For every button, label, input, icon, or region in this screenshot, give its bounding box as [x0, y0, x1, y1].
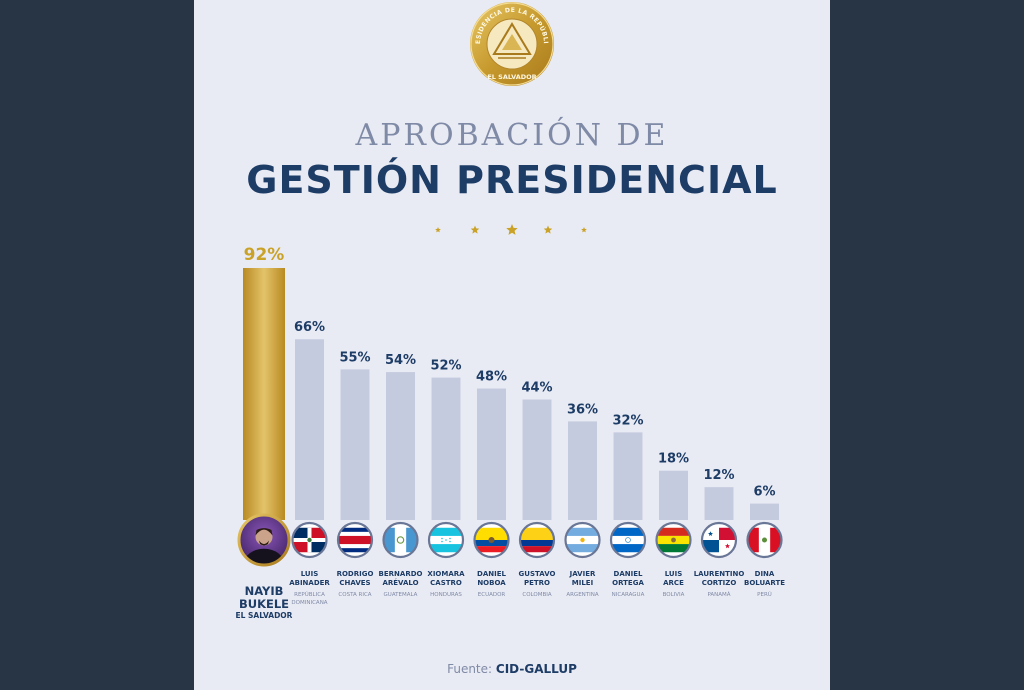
country-label: EL SALVADOR: [236, 611, 293, 620]
star-icon: [506, 224, 518, 235]
bar: [613, 432, 643, 520]
leader-name: LUIS: [301, 570, 319, 578]
country-label: ECUADOR: [478, 592, 506, 598]
country-label: NICARAGUA: [612, 592, 645, 598]
bar: [340, 369, 370, 520]
leader-name: JAVIER: [569, 570, 596, 578]
country-label: BOLIVIA: [663, 592, 685, 598]
value-label: 36%: [567, 402, 598, 417]
seal-bottom-text: EL SALVADOR: [487, 73, 536, 81]
leader-name: PETRO: [524, 579, 550, 587]
bar: [522, 399, 552, 520]
leader-name: RODRIGO: [337, 570, 374, 578]
star-icon: [543, 225, 553, 234]
star-icon: [470, 225, 480, 234]
star-icon: [435, 227, 441, 233]
leader-name: ARÉVALO: [382, 578, 418, 587]
leader-name: ABINADER: [289, 579, 330, 587]
bar: [659, 470, 688, 520]
leader-name: DANIEL: [614, 570, 643, 578]
leader-name: MILEI: [572, 579, 593, 587]
value-label: 66%: [294, 320, 325, 335]
leader-name: GUSTAVO: [519, 570, 556, 578]
decorative-stars: [435, 224, 587, 235]
value-label: 92%: [244, 245, 285, 265]
country-label: PANAMÁ: [707, 591, 730, 598]
value-label: 32%: [612, 413, 643, 428]
bar: [386, 372, 415, 520]
country-label: COLOMBIA: [522, 592, 552, 598]
leader-name: DANIEL: [477, 570, 506, 578]
country-label: REPÚBLICA: [294, 591, 325, 598]
bar: [568, 421, 597, 520]
value-label: 44%: [521, 380, 552, 395]
bar: [477, 388, 506, 520]
country-label: GUATEMALA: [384, 592, 418, 598]
source-label: Fuente:: [447, 662, 493, 676]
country-label: PERÚ: [757, 591, 772, 598]
value-label: 48%: [476, 370, 507, 385]
value-label: 12%: [703, 468, 734, 483]
leader-name: ARCE: [663, 579, 684, 587]
leader-name: BERNARDO: [379, 570, 423, 578]
avatar: [239, 515, 289, 565]
leader-name: CHAVES: [339, 579, 370, 587]
source-note: Fuente: CID-GALLUP: [194, 662, 830, 676]
value-label: 18%: [658, 452, 689, 467]
value-label: 6%: [753, 485, 775, 500]
bar: [431, 377, 461, 520]
country-label: HONDURAS: [430, 592, 462, 598]
leader-name: ORTEGA: [612, 579, 644, 587]
leader-name: LAURENTINO: [694, 570, 745, 578]
leader-name: CORTIZO: [702, 579, 737, 587]
leader-name: LUIS: [665, 570, 683, 578]
leader-name: NAYIB: [245, 584, 284, 598]
infographic-panel: PRESIDENCIA DE LA REPÚBLICA EL SALVADOR …: [194, 0, 830, 690]
value-label: 55%: [339, 350, 370, 365]
title-line2: GESTIÓN PRESIDENCIAL: [246, 158, 778, 202]
bar: [295, 339, 324, 520]
value-label: 54%: [385, 353, 416, 368]
leader-name: DINA: [755, 570, 775, 578]
bar: [243, 268, 285, 520]
title-line1: APROBACIÓN DE: [355, 118, 669, 153]
presidential-seal-logo: PRESIDENCIA DE LA REPÚBLICA EL SALVADOR: [462, 0, 554, 86]
value-label: 52%: [430, 359, 461, 374]
star-icon: [581, 227, 587, 233]
bar: [704, 487, 734, 520]
leader-name: BOLUARTE: [744, 579, 785, 587]
leader-name: XIOMARA: [427, 570, 465, 578]
leader-name: BUKELE: [239, 597, 289, 611]
country-label: ARGENTINA: [566, 592, 599, 598]
country-label: COSTA RICA: [338, 592, 371, 598]
leader-name: NOBOA: [477, 579, 506, 587]
country-label: DOMINICANA: [291, 600, 327, 606]
bar: [750, 503, 779, 520]
source-value: CID-GALLUP: [495, 662, 577, 676]
leader-name: CASTRO: [430, 579, 462, 587]
